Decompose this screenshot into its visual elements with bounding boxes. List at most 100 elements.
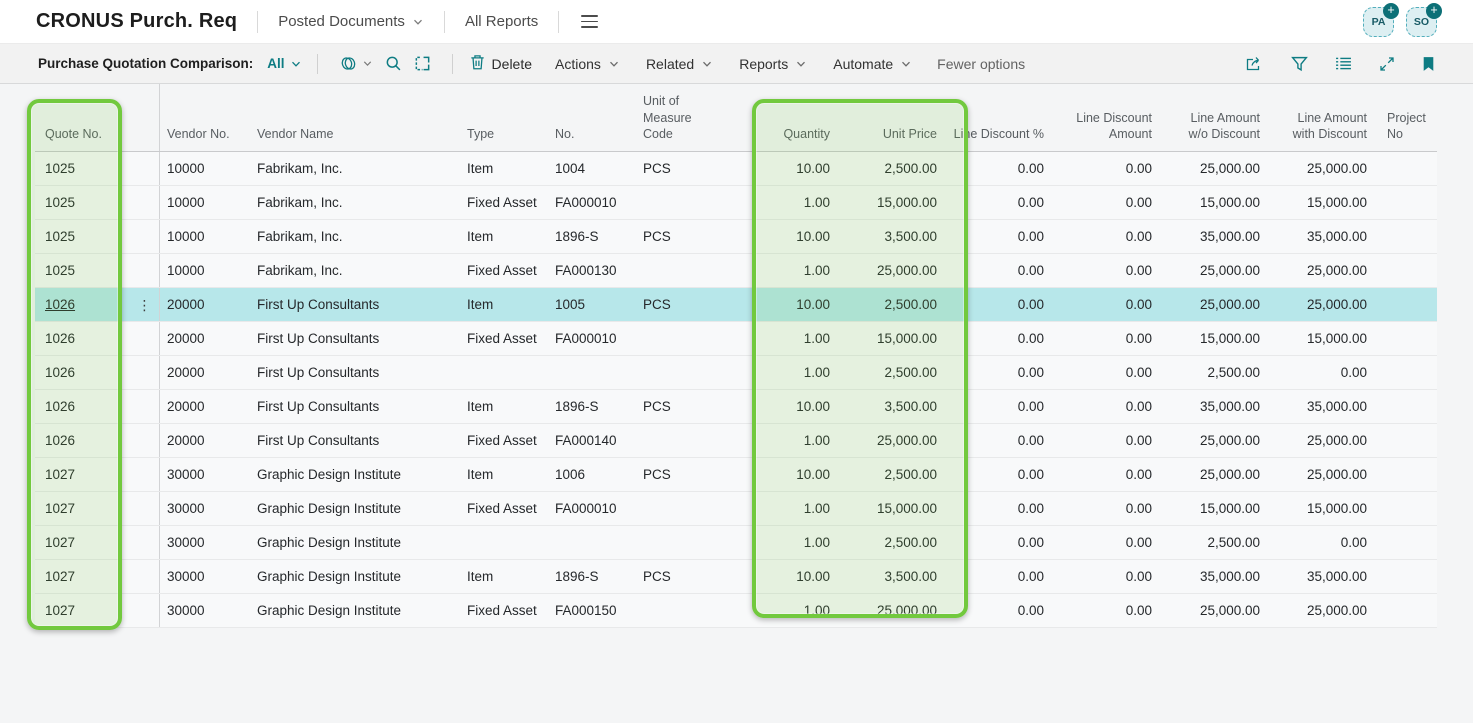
cell-line-discount-pct[interactable]: 0.00 (937, 569, 1044, 584)
cell-line-discount-pct[interactable]: 0.00 (937, 535, 1044, 550)
cell-line-amount-with-discount[interactable]: 25,000.00 (1260, 161, 1367, 176)
cell-no[interactable]: 1004 (555, 161, 643, 176)
cell-quote-no[interactable]: 1025 (35, 263, 130, 278)
cell-line-amount-wo-discount[interactable]: 25,000.00 (1152, 603, 1260, 618)
cell-vendor-name[interactable]: Graphic Design Institute (257, 467, 467, 482)
cell-no[interactable]: 1896-S (555, 399, 643, 414)
cell-line-discount-pct[interactable]: 0.00 (937, 297, 1044, 312)
cell-line-amount-wo-discount[interactable]: 25,000.00 (1152, 161, 1260, 176)
column-header-project-no[interactable]: Project No (1367, 110, 1437, 152)
cell-line-discount-amount[interactable]: 0.00 (1044, 263, 1152, 278)
cell-no[interactable]: FA000010 (555, 501, 643, 516)
row-menu-cell[interactable] (130, 186, 160, 219)
cell-line-discount-pct[interactable]: 0.00 (937, 433, 1044, 448)
cell-vendor-no[interactable]: 10000 (160, 263, 257, 278)
cell-line-discount-pct[interactable]: 0.00 (937, 467, 1044, 482)
cell-line-discount-pct[interactable]: 0.00 (937, 399, 1044, 414)
cell-quote-no[interactable]: 1027 (35, 569, 130, 584)
row-menu-cell[interactable] (130, 458, 160, 491)
row-menu-cell[interactable] (130, 356, 160, 389)
cell-line-amount-with-discount[interactable]: 15,000.00 (1260, 331, 1367, 346)
column-header-line-amount-with-discount[interactable]: Line Amount with Discount (1260, 110, 1367, 152)
cell-vendor-name[interactable]: First Up Consultants (257, 365, 467, 380)
column-header-type[interactable]: Type (467, 126, 555, 151)
cell-vendor-no[interactable]: 20000 (160, 331, 257, 346)
cell-quantity[interactable]: 1.00 (753, 365, 830, 380)
cell-quantity[interactable]: 1.00 (753, 331, 830, 346)
cell-line-discount-amount[interactable]: 0.00 (1044, 603, 1152, 618)
cell-quantity[interactable]: 10.00 (753, 229, 830, 244)
cell-line-discount-amount[interactable]: 0.00 (1044, 161, 1152, 176)
table-row[interactable]: 102730000Graphic Design InstituteFixed A… (35, 492, 1437, 526)
table-row[interactable]: 102510000Fabrikam, Inc.Item1004PCS10.002… (35, 152, 1437, 186)
cell-unit-price[interactable]: 15,000.00 (830, 195, 937, 210)
table-row[interactable]: 102620000First Up ConsultantsFixed Asset… (35, 322, 1437, 356)
cell-line-amount-wo-discount[interactable]: 25,000.00 (1152, 263, 1260, 278)
cell-line-discount-pct[interactable]: 0.00 (937, 161, 1044, 176)
cell-no[interactable]: FA000130 (555, 263, 643, 278)
cell-line-amount-with-discount[interactable]: 25,000.00 (1260, 603, 1367, 618)
cell-quantity[interactable]: 1.00 (753, 263, 830, 278)
menu-related[interactable]: Related (646, 56, 713, 72)
column-header-vendor-no[interactable]: Vendor No. (160, 126, 257, 151)
cell-vendor-no[interactable]: 30000 (160, 467, 257, 482)
cell-line-amount-with-discount[interactable]: 25,000.00 (1260, 433, 1367, 448)
cell-type[interactable]: Fixed Asset (467, 501, 555, 516)
cell-line-discount-amount[interactable]: 0.00 (1044, 467, 1152, 482)
cell-line-amount-wo-discount[interactable]: 35,000.00 (1152, 569, 1260, 584)
row-menu-cell[interactable] (130, 152, 160, 185)
cell-quantity[interactable]: 1.00 (753, 195, 830, 210)
row-menu-cell[interactable] (130, 560, 160, 593)
cell-type[interactable]: Item (467, 399, 555, 414)
cell-vendor-name[interactable]: First Up Consultants (257, 297, 467, 312)
quote-link[interactable]: 1026 (45, 297, 75, 312)
cell-line-discount-amount[interactable]: 0.00 (1044, 297, 1152, 312)
table-row[interactable]: 102730000Graphic Design InstituteItem100… (35, 458, 1437, 492)
menu-hamburger-icon[interactable] (579, 11, 600, 31)
cell-line-amount-with-discount[interactable]: 15,000.00 (1260, 195, 1367, 210)
badge-so[interactable]: SO + (1406, 7, 1437, 37)
cell-no[interactable]: FA000010 (555, 331, 643, 346)
row-menu-cell[interactable] (130, 424, 160, 457)
table-row[interactable]: 102620000First Up Consultants1.002,500.0… (35, 356, 1437, 390)
cell-line-amount-with-discount[interactable]: 0.00 (1260, 535, 1367, 550)
cell-unit-price[interactable]: 2,500.00 (830, 467, 937, 482)
cell-unit-price[interactable]: 2,500.00 (830, 535, 937, 550)
cell-line-amount-with-discount[interactable]: 0.00 (1260, 365, 1367, 380)
nav-item-all-reports[interactable]: All Reports (465, 13, 538, 30)
cell-no[interactable]: 1005 (555, 297, 643, 312)
cell-vendor-no[interactable]: 30000 (160, 535, 257, 550)
row-menu-cell[interactable] (130, 322, 160, 355)
table-row[interactable]: 102510000Fabrikam, Inc.Fixed AssetFA0001… (35, 254, 1437, 288)
menu-actions[interactable]: Actions (555, 56, 620, 72)
cell-unit-price[interactable]: 3,500.00 (830, 569, 937, 584)
cell-quantity[interactable]: 10.00 (753, 161, 830, 176)
analyze-button[interactable] (408, 51, 437, 76)
column-header-line-discount-amount[interactable]: Line Discount Amount (1044, 110, 1152, 152)
cell-line-amount-with-discount[interactable]: 35,000.00 (1260, 229, 1367, 244)
menu-reports[interactable]: Reports (739, 56, 807, 72)
cell-line-discount-amount[interactable]: 0.00 (1044, 433, 1152, 448)
cell-type[interactable]: Item (467, 569, 555, 584)
table-row[interactable]: 102510000Fabrikam, Inc.Item1896-SPCS10.0… (35, 220, 1437, 254)
cell-line-discount-amount[interactable]: 0.00 (1044, 535, 1152, 550)
row-menu-cell[interactable] (130, 526, 160, 559)
row-menu-cell[interactable] (130, 220, 160, 253)
cell-quantity[interactable]: 10.00 (753, 467, 830, 482)
cell-quantity[interactable]: 10.00 (753, 399, 830, 414)
cell-vendor-name[interactable]: Graphic Design Institute (257, 501, 467, 516)
filter-button[interactable] (1289, 54, 1310, 74)
cell-no[interactable]: FA000150 (555, 603, 643, 618)
row-menu-cell[interactable] (130, 254, 160, 287)
column-header-quote-no[interactable]: Quote No. (35, 126, 130, 151)
table-row[interactable]: 102620000First Up ConsultantsFixed Asset… (35, 424, 1437, 458)
cell-quantity[interactable]: 1.00 (753, 535, 830, 550)
cell-type[interactable]: Fixed Asset (467, 263, 555, 278)
cell-vendor-no[interactable]: 20000 (160, 399, 257, 414)
cell-no[interactable]: FA000140 (555, 433, 643, 448)
cell-vendor-name[interactable]: Graphic Design Institute (257, 535, 467, 550)
cell-unit-of-measure-code[interactable]: PCS (643, 161, 753, 176)
cell-unit-price[interactable]: 2,500.00 (830, 297, 937, 312)
share-button[interactable] (1243, 53, 1266, 74)
column-header-unit-of-measure-code[interactable]: Unit of Measure Code (643, 93, 753, 151)
